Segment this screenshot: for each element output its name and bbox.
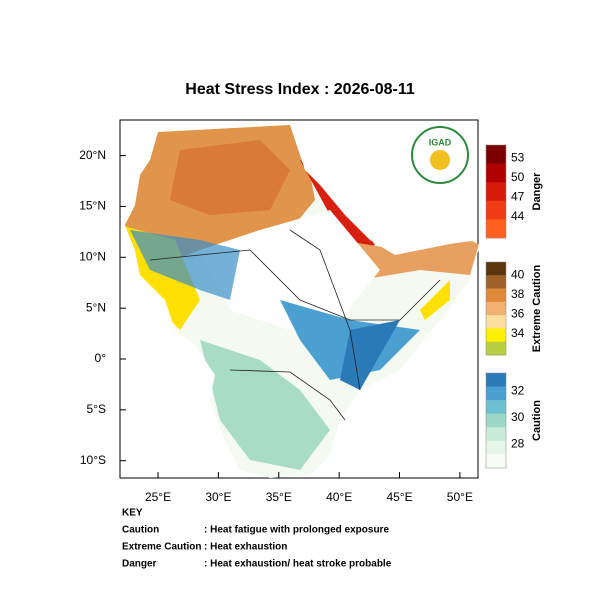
colorbar-cell: [486, 440, 506, 455]
logo-globe: [430, 150, 450, 170]
colorbar-label: 44: [511, 209, 525, 223]
y-tick-label: 5°S: [87, 402, 106, 416]
colorbar-cell: [486, 400, 506, 415]
colorbar-label: 50: [511, 170, 525, 184]
logo-text: IGAD: [429, 137, 452, 147]
key-desc: : Heat fatigue with prolonged exposure: [204, 525, 389, 536]
key-term: Caution: [122, 525, 159, 536]
colorbar-cell: [486, 145, 506, 164]
colorbar-cell: [486, 288, 506, 303]
colorbar-cell: [486, 386, 506, 401]
colorbar-cell: [486, 262, 506, 276]
colorbar-label: 28: [511, 436, 525, 450]
colorbar-title: Danger: [531, 172, 543, 211]
x-tick-label: 45°E: [386, 490, 412, 504]
colorbar-frame: [485, 261, 507, 356]
colorbar-label: 38: [511, 287, 525, 301]
colorbar-title: Caution: [531, 400, 543, 441]
colorbar-label: 53: [511, 151, 525, 165]
colorbar-label: 32: [511, 384, 525, 398]
colorbar-cell: [486, 341, 506, 356]
colorbar-cell: [486, 315, 506, 329]
key-desc: : Heat exhaustion/ heat stroke probable: [204, 559, 392, 570]
y-tick-label: 10°S: [80, 453, 106, 467]
x-tick-label: 35°E: [266, 490, 292, 504]
colorbar-cell: [486, 163, 506, 183]
x-tick-label: 25°E: [145, 490, 171, 504]
colorbar-cell: [486, 373, 506, 387]
border: [149, 249, 441, 321]
colorbar-cell: [486, 328, 506, 343]
colorbar-label: 47: [511, 189, 525, 203]
border: [289, 229, 361, 391]
y-tick-label: 0°: [95, 351, 107, 365]
key-desc: : Heat exhaustion: [204, 542, 287, 553]
colorbar-title: Extreme Caution: [531, 265, 543, 353]
colorbar-cell: [486, 200, 506, 220]
colorbar-cell: [486, 219, 506, 239]
colorbar-cell: [486, 301, 506, 316]
title: Heat Stress Index : 2026-08-11: [185, 81, 415, 98]
colorbar-cell: [486, 275, 506, 289]
key-term: Extreme Caution: [122, 542, 201, 553]
key-term: Danger: [122, 559, 157, 570]
colorbar-frame: [485, 144, 507, 239]
x-tick-label: 30°E: [205, 490, 231, 504]
key-heading: KEY: [122, 508, 143, 519]
x-tick-label: 40°E: [326, 490, 352, 504]
y-tick-label: 10°N: [79, 249, 106, 263]
y-tick-label: 20°N: [79, 148, 106, 162]
y-tick-label: 15°N: [79, 199, 106, 213]
colorbar-label: 30: [511, 410, 525, 424]
colorbar-label: 34: [511, 326, 525, 340]
colorbar-cell: [486, 413, 506, 428]
colorbar-cell: [486, 427, 506, 442]
colorbar-label: 36: [511, 306, 525, 320]
x-tick-label: 50°E: [447, 490, 473, 504]
colorbar-label: 40: [511, 268, 525, 282]
colorbar-cell: [486, 454, 506, 469]
colorbar-cell: [486, 182, 506, 202]
y-tick-label: 5°N: [86, 300, 106, 314]
colorbar-frame: [485, 372, 507, 469]
border: [229, 369, 346, 421]
